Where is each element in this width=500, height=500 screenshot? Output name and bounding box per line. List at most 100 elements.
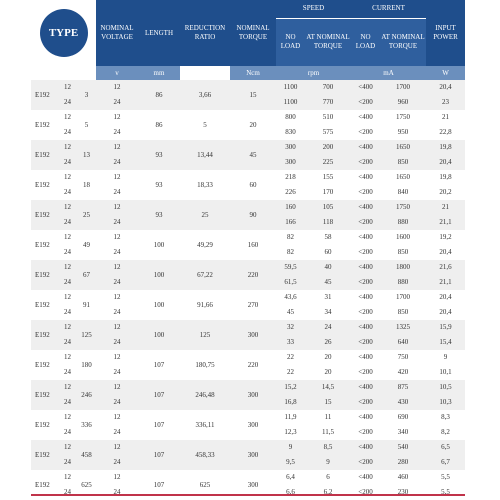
- table-row: E192 12 336 12 107 336,11 300 11,9 11 <400 690 8,3: [31, 410, 466, 440]
- current-nominal-cell: 640: [380, 335, 427, 350]
- current-no-load-cell: <400: [351, 110, 380, 125]
- table-row: E192 12 18 12 93 18,33 60 218 155 <400 1650 19,8: [31, 170, 466, 200]
- speed-no-load-cell: 16,8: [276, 395, 305, 410]
- speed-no-load-cell: 6,6: [276, 485, 305, 500]
- voltage-variant-cell: 12: [58, 230, 77, 245]
- speed-no-load-cell: 45: [276, 305, 305, 320]
- speed-no-load-cell: 32: [276, 320, 305, 335]
- nominal-voltage-cell: 12: [96, 470, 138, 485]
- table-row: 24 24 166 118 <200 880 21,1: [31, 215, 466, 230]
- ratio-number-cell: 91: [77, 290, 96, 320]
- reduction-ratio-cell: 3,66: [180, 80, 230, 110]
- speed-no-load-cell: 82: [276, 245, 305, 260]
- speed-no-load-cell: 59,5: [276, 260, 305, 275]
- bottom-accent-line: [31, 494, 465, 496]
- speed-no-load-cell: 9: [276, 440, 305, 455]
- speed-nominal-cell: 15: [305, 395, 351, 410]
- voltage-variant-cell: 12: [58, 410, 77, 425]
- voltage-variant-cell: 12: [58, 440, 77, 455]
- current-nominal-cell: 1600: [380, 230, 427, 245]
- voltage-variant-cell: 12: [58, 200, 77, 215]
- current-nominal-cell: 880: [380, 215, 427, 230]
- input-power-cell: 15,9: [426, 320, 466, 335]
- ratio-number-cell: 5: [77, 110, 96, 140]
- torque-cell: 300: [230, 380, 276, 410]
- current-header: CURRENT: [351, 0, 427, 19]
- speed-no-load-cell: 33: [276, 335, 305, 350]
- table-row: 24 24 45 34 <200 850 20,4: [31, 305, 466, 320]
- voltage-variant-cell: 24: [58, 365, 77, 380]
- speed-nominal-cell: 510: [305, 110, 351, 125]
- current-no-load-cell: <200: [351, 125, 380, 140]
- nominal-voltage-cell: 24: [96, 305, 138, 320]
- input-power-cell: 19,8: [426, 140, 466, 155]
- speed-no-load-cell: 166: [276, 215, 305, 230]
- current-nominal-cell: 340: [380, 425, 427, 440]
- current-no-load-cell: <400: [351, 200, 380, 215]
- current-no-load-cell: <400: [351, 470, 380, 485]
- current-no-load-cell: <200: [351, 455, 380, 470]
- ratio-number-cell: 18: [77, 170, 96, 200]
- type-header: TYPE: [31, 0, 96, 66]
- current-no-load-cell: <200: [351, 305, 380, 320]
- speed-no-load-cell: 160: [276, 200, 305, 215]
- table-row: E192 12 246 12 107 246,48 300 15,2 14,5 <400 875 10…: [31, 380, 466, 410]
- current-no-load-cell: <400: [351, 290, 380, 305]
- speed-nominal-cell: 8,5: [305, 440, 351, 455]
- voltage-variant-cell: 12: [58, 470, 77, 485]
- voltage-variant-cell: 12: [58, 140, 77, 155]
- current-nominal-cell: 420: [380, 365, 427, 380]
- input-power-cell: 19,2: [426, 230, 466, 245]
- speed-no-load-header: NO LOAD: [276, 18, 305, 66]
- ratio-number-cell: 246: [77, 380, 96, 410]
- current-nominal-cell: 960: [380, 95, 427, 110]
- table-row: 24 24 22 20 <200 420 10,1: [31, 365, 466, 380]
- speed-nominal-cell: 24: [305, 320, 351, 335]
- current-no-load-cell: <200: [351, 95, 380, 110]
- speed-nominal-cell: 770: [305, 95, 351, 110]
- speed-nominal-cell: 40: [305, 260, 351, 275]
- table-row: E192 12 67 12 100 67,22 220 59,5 40 <400 1800 21,6: [31, 260, 466, 290]
- speed-nominal-cell: 118: [305, 215, 351, 230]
- current-nominal-cell: 1700: [380, 290, 427, 305]
- input-power-cell: 20,4: [426, 155, 466, 170]
- current-nominal-cell: 850: [380, 155, 427, 170]
- length-cell: 107: [138, 440, 180, 470]
- nominal-voltage-cell: 24: [96, 365, 138, 380]
- current-no-load-cell: <200: [351, 335, 380, 350]
- table-row: 24 24 61,5 45 <200 880 21,1: [31, 275, 466, 290]
- current-nominal-cell: 1800: [380, 260, 427, 275]
- current-nominal-cell: 950: [380, 125, 427, 140]
- current-no-load-cell: <200: [351, 275, 380, 290]
- ratio-number-cell: 3: [77, 80, 96, 110]
- specifications-table: TYPE NOMINAL VOLTAGE LENGTH REDUCTION RA…: [31, 0, 466, 500]
- nominal-voltage-cell: 12: [96, 290, 138, 305]
- torque-cell: 90: [230, 200, 276, 230]
- ratio-number-cell: 49: [77, 230, 96, 260]
- input-power-cell: 10,5: [426, 380, 466, 395]
- current-no-load-cell: <200: [351, 215, 380, 230]
- table-row: E192 12 91 12 100 91,66 270 43,6 31 <400 1700 20,4: [31, 290, 466, 320]
- nominal-voltage-cell: 12: [96, 440, 138, 455]
- reduction-ratio-cell: 13,44: [180, 140, 230, 170]
- type-cell: E192: [31, 170, 58, 200]
- speed-no-load-cell: 218: [276, 170, 305, 185]
- current-no-load-cell: <400: [351, 80, 380, 95]
- reduction-ratio-cell: 5: [180, 110, 230, 140]
- speed-no-load-cell: 1100: [276, 95, 305, 110]
- voltage-variant-cell: 24: [58, 245, 77, 260]
- voltage-unit: v: [96, 66, 138, 80]
- current-no-load-cell: <400: [351, 260, 380, 275]
- input-power-cell: 20,4: [426, 245, 466, 260]
- power-unit: W: [426, 66, 466, 80]
- length-cell: 107: [138, 410, 180, 440]
- input-power-cell: 9: [426, 350, 466, 365]
- type-cell: E192: [31, 320, 58, 350]
- nominal-voltage-cell: 24: [96, 125, 138, 140]
- nominal-voltage-cell: 24: [96, 335, 138, 350]
- current-nominal-cell: 1325: [380, 320, 427, 335]
- reduction-ratio-cell: 49,29: [180, 230, 230, 260]
- nominal-voltage-cell: 12: [96, 380, 138, 395]
- current-no-load-cell: <400: [351, 320, 380, 335]
- torque-cell: 20: [230, 110, 276, 140]
